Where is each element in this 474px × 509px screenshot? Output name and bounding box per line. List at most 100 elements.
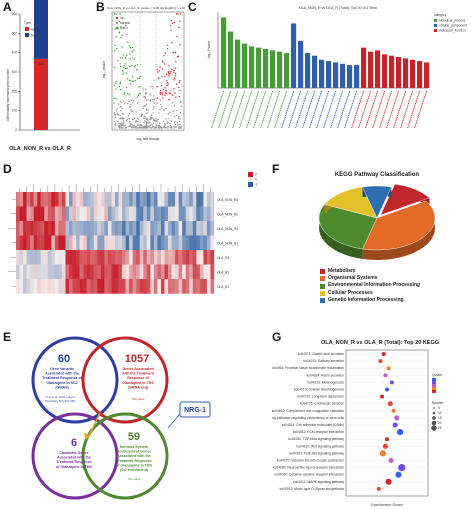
d-heat-cell: [100, 206, 105, 222]
c-bar: [361, 47, 367, 88]
d-heat-cell: [69, 206, 73, 222]
b-point: [123, 65, 126, 67]
d-heat-cell: [61, 221, 66, 236]
b-point: [173, 110, 175, 112]
c-legend-label: biological_process: [439, 19, 466, 23]
d-heat-cell: [37, 221, 41, 236]
b-point: [157, 124, 159, 127]
d-heat-cell: [210, 235, 215, 251]
b-point: [142, 89, 144, 91]
d-row-label: OLA_R1: [217, 285, 229, 289]
d-heat-cell: [189, 264, 193, 280]
b-point: [169, 122, 171, 125]
b-point: [116, 47, 118, 50]
d-heat-cell: [90, 264, 94, 280]
d-heat-cell: [210, 192, 215, 207]
d-heat-cell: [160, 221, 165, 236]
d-heat-cell: [51, 279, 56, 294]
venn-bottom-right-title: Nervous System: [120, 445, 148, 449]
b-point: [144, 97, 146, 99]
d-heat-cell: [79, 264, 84, 280]
d-heat-cell: [97, 250, 102, 265]
b-point: [115, 122, 117, 125]
b-point: [161, 107, 163, 110]
panel-b-chart: OLA_NON_R vs OLA_R: pvalue < 0.05 && |lo…: [102, 6, 186, 141]
a-legend-swatch: [25, 33, 29, 37]
b-point: [158, 125, 161, 127]
panel-letter-e: E: [3, 330, 12, 344]
b-point: [177, 55, 180, 57]
venn-bottom-right-count: 59: [128, 431, 140, 443]
b-point: [114, 120, 116, 123]
d-heat-cell: [199, 264, 204, 280]
d-heat-cell: [136, 206, 140, 222]
b-point: [115, 88, 117, 90]
d-heat-cell: [90, 206, 94, 222]
b-point: [174, 67, 177, 69]
b-point: [137, 120, 139, 123]
d-heat-cell: [19, 250, 24, 265]
d-heat-cell: [206, 279, 211, 294]
g-legend-color-swatch: [432, 378, 436, 381]
d-heat-cell: [61, 192, 66, 207]
c-bar: [396, 57, 402, 88]
d-heat-cell: [118, 264, 123, 280]
d-row-label: OLA_R3: [217, 256, 229, 260]
b-point: [115, 13, 117, 15]
d-heat-cell: [118, 192, 123, 207]
d-heat-cell: [93, 235, 98, 251]
b-point: [140, 113, 143, 116]
d-heat-cell: [83, 192, 87, 207]
b-point: [174, 75, 177, 77]
d-heat-cell: [104, 264, 109, 280]
d-heat-cell: [97, 264, 102, 280]
d-heat-cell: [69, 250, 73, 265]
b-point: [123, 102, 126, 104]
d-heat-cell: [58, 264, 63, 280]
b-point: [127, 41, 129, 43]
b-point: [168, 73, 170, 75]
d-heat-cell: [143, 192, 148, 207]
venn-arrowhead: [84, 433, 91, 440]
panel-f-chart: KEGG Pathway Classification: [318, 172, 436, 260]
d-heat-cell: [118, 279, 123, 294]
d-heat-cell: [146, 264, 151, 280]
d-heat-cell: [19, 192, 24, 207]
d-heat-cell: [132, 250, 137, 265]
venn-right-title: Response of: [127, 376, 149, 380]
d-heat-cell: [175, 235, 179, 251]
panel-letter-g: G: [272, 330, 282, 344]
c-term-label: [344, 90, 358, 129]
d-heat-cell: [146, 279, 151, 294]
b-point: [119, 106, 121, 108]
d-heat-cell: [47, 235, 52, 251]
g-dot: [391, 408, 396, 413]
d-heat-cell: [115, 206, 119, 222]
d-heat-cell: [76, 264, 80, 280]
g-dot: [395, 471, 402, 478]
d-heat-cell: [65, 235, 70, 251]
d-heat-cell: [153, 206, 158, 222]
d-heat-cell: [61, 235, 66, 251]
g-row-label: ko04151: PI3K-Akt signaling pathway: [289, 451, 344, 455]
c-term-label: [316, 90, 330, 129]
g-legend-size-dot: [433, 407, 435, 409]
d-heat-cell: [76, 221, 80, 236]
d-heat-cell: [125, 250, 130, 265]
d-heat-cell: [33, 206, 38, 222]
d-heat-cell: [203, 192, 208, 207]
d-heat-cell: [185, 279, 190, 294]
venn-arrow: [87, 412, 101, 439]
g-dot: [389, 380, 394, 385]
b-point: [174, 51, 177, 54]
b-point: [165, 126, 167, 129]
d-heat-cell: [107, 192, 112, 207]
b-point: [172, 110, 174, 113]
g-dot: [397, 429, 404, 436]
b-point: [145, 92, 148, 94]
g-legend-color-swatch: [432, 387, 436, 390]
d-heat-cell: [160, 250, 165, 265]
b-point: [149, 124, 152, 127]
f-legend-item: Genetic Information Processing: [320, 297, 420, 304]
d-heat-cell: [139, 264, 144, 280]
